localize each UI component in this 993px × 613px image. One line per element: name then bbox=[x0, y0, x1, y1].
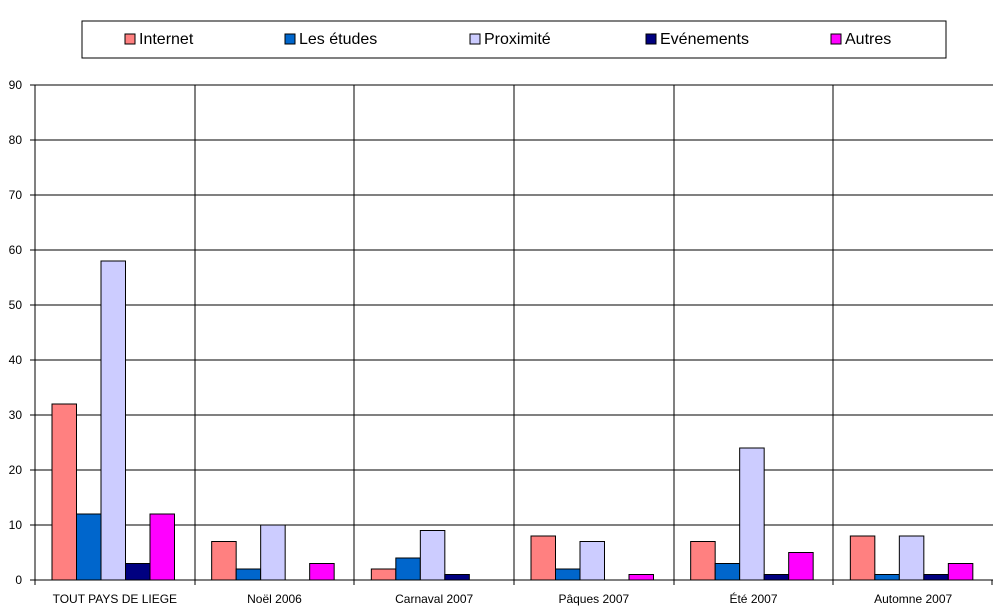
bar-internet-paques-2007 bbox=[530, 535, 556, 581]
legend-box bbox=[81, 20, 947, 59]
bar-evenements-ete-2007 bbox=[763, 574, 790, 581]
y-tick-label: 70 bbox=[9, 188, 23, 202]
bar-internet-automne-2007 bbox=[849, 535, 876, 581]
legend-label: Internet bbox=[139, 31, 194, 48]
bar-internet-ete-2007 bbox=[690, 541, 716, 581]
bar-internet-tout-pays-de-liege bbox=[51, 403, 77, 581]
bar-autres-ete-2007 bbox=[788, 552, 814, 581]
legend-swatch bbox=[645, 33, 657, 45]
bar-proximite-automne-2007 bbox=[898, 535, 925, 581]
x-tick-label: Noël 2006 bbox=[247, 592, 302, 606]
bar-les-etudes-automne-2007 bbox=[874, 574, 900, 581]
bar-proximite-carnaval-2007 bbox=[419, 530, 446, 581]
y-tick-label: 20 bbox=[9, 463, 23, 477]
x-tick-label: TOUT PAYS DE LIEGE bbox=[53, 592, 177, 606]
legend-label: Autres bbox=[845, 31, 891, 48]
legend-label: Proximité bbox=[484, 31, 551, 48]
bar-autres-noel-2006 bbox=[309, 563, 335, 581]
bar-les-etudes-tout-pays-de-liege bbox=[76, 513, 102, 581]
axes: 0 10 20 30 40 50 60 70 80 90 TOUT PAYS DE LIEGE Noë… bbox=[9, 78, 993, 606]
bar-proximite-noel-2006 bbox=[260, 524, 286, 581]
bar-proximite-ete-2007 bbox=[739, 447, 765, 581]
bar-internet-carnaval-2007 bbox=[370, 568, 397, 581]
legend-item-evenements: Evénements bbox=[645, 31, 749, 48]
x-tick-label: Carnaval 2007 bbox=[395, 592, 473, 606]
legend-item-les-etudes: Les études bbox=[284, 31, 377, 48]
bar-les-etudes-noel-2006 bbox=[235, 568, 262, 581]
legend-item-internet: Internet bbox=[124, 31, 194, 48]
legend-item-autres: Autres bbox=[830, 31, 891, 48]
bar-proximite-paques-2007 bbox=[579, 541, 605, 581]
bar-les-etudes-paques-2007 bbox=[555, 568, 581, 581]
y-tick-label: 60 bbox=[9, 243, 23, 257]
y-tick-label: 90 bbox=[9, 78, 23, 92]
y-tick-label: 50 bbox=[9, 298, 23, 312]
legend-swatch bbox=[124, 33, 136, 45]
bar-les-etudes-carnaval-2007 bbox=[395, 557, 421, 581]
bars bbox=[51, 260, 974, 581]
bar-evenements-automne-2007 bbox=[923, 574, 949, 581]
y-tick-label: 80 bbox=[9, 133, 23, 147]
bar-autres-tout-pays-de-liege bbox=[149, 513, 175, 581]
bar-evenements-tout-pays-de-liege bbox=[125, 563, 151, 581]
x-tick-label: Pâques 2007 bbox=[558, 592, 629, 606]
x-tick-label: Été 2007 bbox=[729, 591, 777, 606]
x-tick-label: Automne 2007 bbox=[874, 592, 952, 606]
legend-swatch bbox=[284, 33, 296, 45]
bar-autres-paques-2007 bbox=[628, 574, 654, 581]
y-tick-label: 0 bbox=[15, 573, 22, 587]
legend-swatch bbox=[830, 33, 842, 45]
bar-proximite-tout-pays-de-liege bbox=[100, 260, 126, 581]
legend-item-proximite: Proximité bbox=[469, 31, 551, 48]
y-tick-label: 30 bbox=[9, 408, 23, 422]
legend-swatch bbox=[469, 33, 481, 45]
bar-evenements-carnaval-2007 bbox=[444, 574, 470, 581]
legend: Internet Les études Proximité Evénements Aut… bbox=[81, 20, 947, 59]
bar-autres-automne-2007 bbox=[947, 563, 974, 581]
legend-label: Evénements bbox=[660, 31, 749, 48]
bar-internet-noel-2006 bbox=[211, 541, 237, 581]
grid bbox=[35, 84, 993, 580]
y-tick-label: 10 bbox=[9, 518, 23, 532]
legend-label: Les études bbox=[299, 31, 377, 48]
y-tick-label: 40 bbox=[9, 353, 23, 367]
bar-les-etudes-ete-2007 bbox=[714, 563, 741, 581]
